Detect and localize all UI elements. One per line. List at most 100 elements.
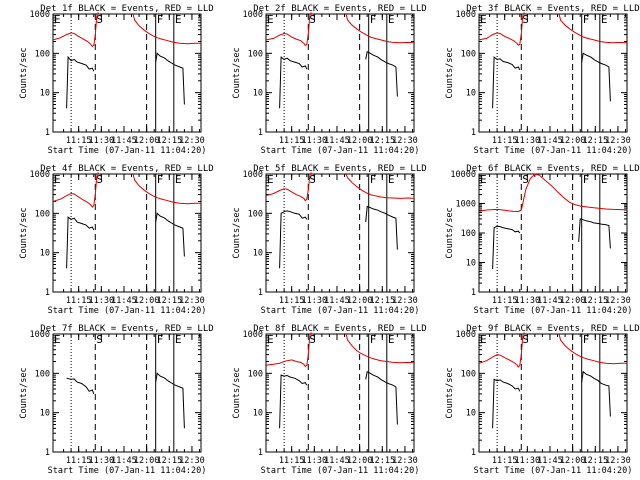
marker-label: E <box>267 333 274 346</box>
panel-9: Det 9f BLACK = Events, RED = LLD 1 10 100 10… <box>445 324 640 476</box>
x-tick-label: 12:30 <box>605 296 631 306</box>
series-events <box>279 210 308 269</box>
x-tick-label: 12:00 <box>347 136 373 146</box>
x-tick-label: 11:15 <box>279 456 305 466</box>
panel-title: Det 7f BLACK = Events, RED = LLD <box>40 324 213 334</box>
x-tick-label: 12:00 <box>134 456 160 466</box>
x-tick-label: 12:30 <box>392 136 418 146</box>
series-events <box>581 370 611 417</box>
panel-title: Det 3f BLACK = Events, RED = LLD <box>466 4 639 14</box>
y-tick-label: 1000 <box>456 200 476 210</box>
x-tick-label: 12:15 <box>156 296 182 306</box>
x-tick-label: 11:30 <box>302 296 328 306</box>
x-tick-label: 12:00 <box>560 136 586 146</box>
x-axis-label: Start Time (07-Jan-11 11:04:20) <box>48 306 207 316</box>
series-lld <box>132 173 201 205</box>
y-tick-label: 10 <box>466 409 476 419</box>
x-tick-label: 12:30 <box>392 296 418 306</box>
x-tick-label: 11:15 <box>66 456 92 466</box>
marker-label: E <box>388 173 395 186</box>
panel-2: Det 2f BLACK = Events, RED = LLD 1 10 100 10… <box>232 4 427 156</box>
plot-frame <box>265 333 415 453</box>
x-tick-label: 12:15 <box>582 136 608 146</box>
panel-title: Det 6f BLACK = Events, RED = LLD <box>466 164 639 174</box>
x-tick-label: 12:15 <box>369 136 395 146</box>
y-tick-label: 10 <box>253 249 263 259</box>
series-lld <box>345 333 415 364</box>
panel-4: Det 4f BLACK = Events, RED = LLD 1 10 100 10… <box>19 164 214 316</box>
plot-frame <box>478 13 628 133</box>
series-lld <box>265 172 312 202</box>
marker-label: E <box>388 333 395 346</box>
marker-label: F <box>583 333 590 346</box>
y-tick-label: 1 <box>258 288 263 298</box>
plot-frame <box>52 173 202 293</box>
marker-label: E <box>54 13 61 26</box>
x-tick-label: 11:30 <box>302 136 328 146</box>
x-tick-label: 11:15 <box>66 136 92 146</box>
x-tick-label: 11:15 <box>66 296 92 306</box>
x-axis-label: Start Time (07-Jan-11 11:04:20) <box>261 306 420 316</box>
panel-7: Det 7f BLACK = Events, RED = LLD 1 10 100 10… <box>19 324 214 476</box>
y-tick-label: 10 <box>40 249 50 259</box>
marker-label: S <box>309 173 316 186</box>
y-tick-label: 100 <box>35 369 50 379</box>
x-tick-label: 11:45 <box>324 136 350 146</box>
y-tick-label: 1000 <box>30 10 50 20</box>
marker-label: S <box>522 333 529 346</box>
marker-label: S <box>522 173 529 186</box>
plot-frame <box>265 173 415 293</box>
x-tick-label: 11:15 <box>492 456 518 466</box>
y-tick-label: 1000 <box>30 330 50 340</box>
y-tick-label: 1000 <box>243 170 263 180</box>
x-tick-label: 12:15 <box>582 456 608 466</box>
marker-label: S <box>96 13 103 26</box>
y-tick-label: 10 <box>466 89 476 99</box>
marker-label: E <box>480 333 487 346</box>
series-lld <box>478 12 525 46</box>
marker-label: E <box>175 333 182 346</box>
x-tick-label: 11:30 <box>515 136 541 146</box>
x-tick-label: 11:15 <box>279 136 305 146</box>
series-events <box>155 52 185 105</box>
x-tick-label: 11:45 <box>537 296 563 306</box>
series-lld <box>265 332 312 368</box>
plot-frame <box>478 333 628 453</box>
marker-label: F <box>157 333 164 346</box>
x-tick-label: 12:30 <box>179 136 205 146</box>
x-tick-label: 11:45 <box>324 456 350 466</box>
y-tick-label: 1000 <box>456 10 476 20</box>
x-tick-label: 11:45 <box>537 456 563 466</box>
y-tick-label: 100 <box>248 49 263 59</box>
series-events <box>578 218 611 249</box>
x-tick-label: 12:15 <box>369 296 395 306</box>
series-events <box>581 52 611 102</box>
y-tick-label: 100 <box>35 209 50 219</box>
marker-label: S <box>309 333 316 346</box>
panel-3: Det 3f BLACK = Events, RED = LLD 1 10 100 10… <box>445 4 640 156</box>
x-axis-label: Start Time (07-Jan-11 11:04:20) <box>261 146 420 156</box>
y-tick-label: 1000 <box>30 170 50 180</box>
panel-title: Det 2f BLACK = Events, RED = LLD <box>253 4 426 14</box>
y-tick-label: 10 <box>466 259 476 269</box>
series-events <box>279 374 308 429</box>
marker-label: E <box>54 173 61 186</box>
x-tick-label: 11:30 <box>515 456 541 466</box>
series-events <box>365 370 398 425</box>
marker-label: E <box>480 13 487 26</box>
marker-label: E <box>601 173 608 186</box>
series-lld <box>558 333 627 365</box>
marker-label: F <box>157 13 164 26</box>
panel-1: Det 1f BLACK = Events, RED = LLD 1 10 100 10… <box>19 4 214 156</box>
marker-label: E <box>54 333 61 346</box>
y-axis-label: Counts/sec <box>19 207 29 258</box>
x-tick-label: 12:00 <box>134 136 160 146</box>
x-axis-label: Start Time (07-Jan-11 11:04:20) <box>48 146 207 156</box>
x-tick-label: 12:30 <box>179 456 205 466</box>
marker-label: F <box>583 173 590 186</box>
panel-title: Det 4f BLACK = Events, RED = LLD <box>40 164 213 174</box>
x-tick-label: 11:30 <box>515 296 541 306</box>
y-tick-label: 10 <box>40 409 50 419</box>
series-lld <box>52 12 99 48</box>
